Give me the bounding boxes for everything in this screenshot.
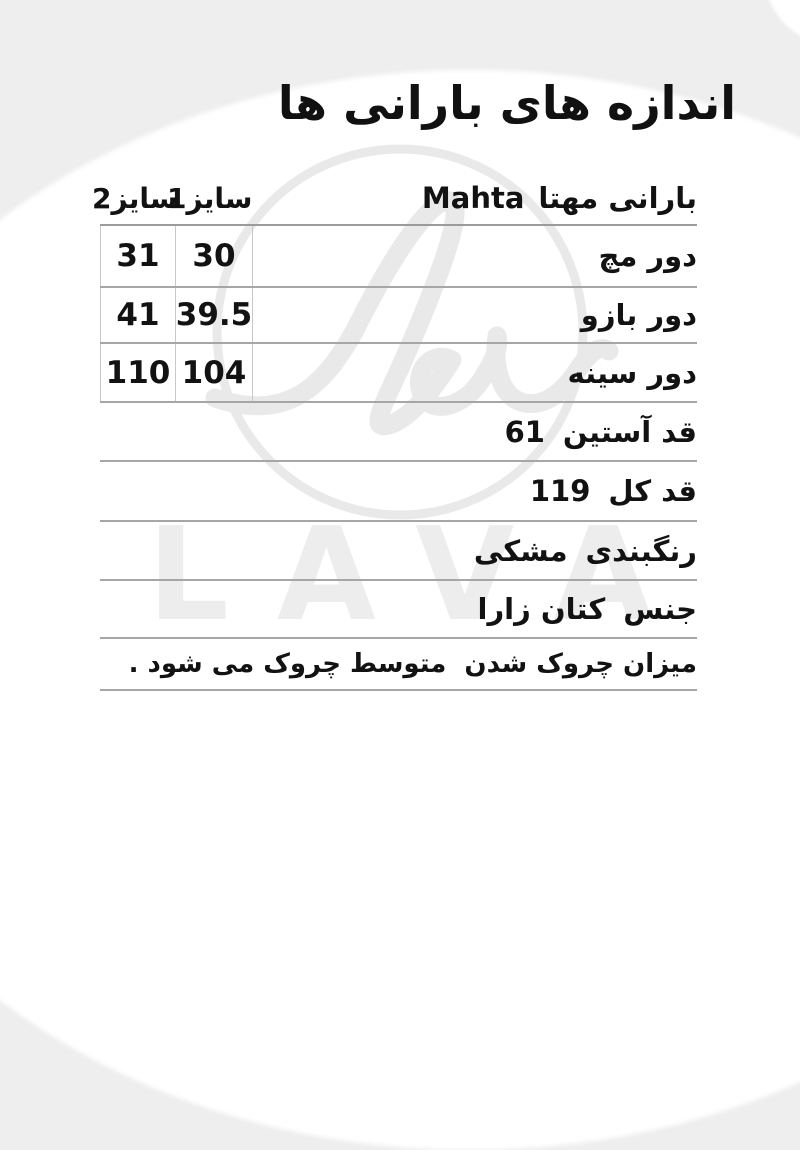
lava-wordmark-watermark: LAVA — [147, 501, 701, 650]
wrinkle-label: میزان چروک شدن — [464, 649, 697, 679]
product-header: بارانی مهتا Mahta — [422, 181, 697, 215]
arm-size1-value: 39.5 — [176, 288, 253, 342]
table-row-sleeve-length: قد آستین 61 — [100, 403, 697, 462]
size2-column-header: سایز2 — [92, 181, 178, 215]
page-title: اندازه های بارانی ها — [277, 76, 737, 130]
table-row-wrist: 31 30 دور مچ — [100, 226, 697, 288]
size-column-headers: سایز2 سایز1 — [92, 182, 345, 215]
size1-column-header: سایز1 — [167, 181, 253, 215]
wrinkle-value: متوسط چروک می شود . — [128, 649, 447, 679]
wrist-size1-value: 30 — [176, 226, 253, 286]
watermark-script-la — [205, 191, 619, 436]
material-value: کتان زارا — [477, 592, 606, 626]
chest-label: دور سینه — [567, 355, 697, 390]
arm-size2-value: 41 — [100, 288, 176, 342]
wrist-size2-value: 31 — [100, 226, 176, 286]
total-length-value: 119 — [529, 474, 591, 508]
table-row-colorway: رنگبندی مشکی — [100, 522, 697, 581]
product-label: بارانی مهتا — [538, 181, 697, 215]
table-row-arm: 41 39.5 دور بازو — [100, 288, 697, 344]
material-label: جنس — [623, 592, 697, 626]
colorway-label: رنگبندی — [585, 533, 697, 568]
total-length-label: قد کل — [608, 474, 697, 508]
table-row-wrinkle: میزان چروک شدن متوسط چروک می شود . — [100, 639, 697, 691]
table-row-material: جنس کتان زارا — [100, 581, 697, 639]
table-row-chest: 110 104 دور سینه — [100, 344, 697, 403]
sleeve-length-value: 61 — [504, 414, 545, 449]
table-row-total-length: قد کل 119 — [100, 462, 697, 522]
wrist-label: دور مچ — [598, 239, 697, 273]
lava-logo-watermark — [0, 0, 800, 800]
table-header-row: سایز2 سایز1 بارانی مهتا Mahta — [92, 172, 697, 226]
watermark-circle — [212, 144, 588, 520]
product-name: Mahta — [421, 181, 525, 215]
size-table: سایز2 سایز1 بارانی مهتا Mahta 31 30 دور … — [92, 172, 697, 691]
colorway-value: مشکی — [473, 533, 568, 568]
sleeve-length-label: قد آستین — [562, 414, 697, 449]
chest-size1-value: 104 — [176, 344, 253, 401]
chest-size2-value: 110 — [100, 344, 176, 401]
arm-label: دور بازو — [580, 298, 697, 332]
